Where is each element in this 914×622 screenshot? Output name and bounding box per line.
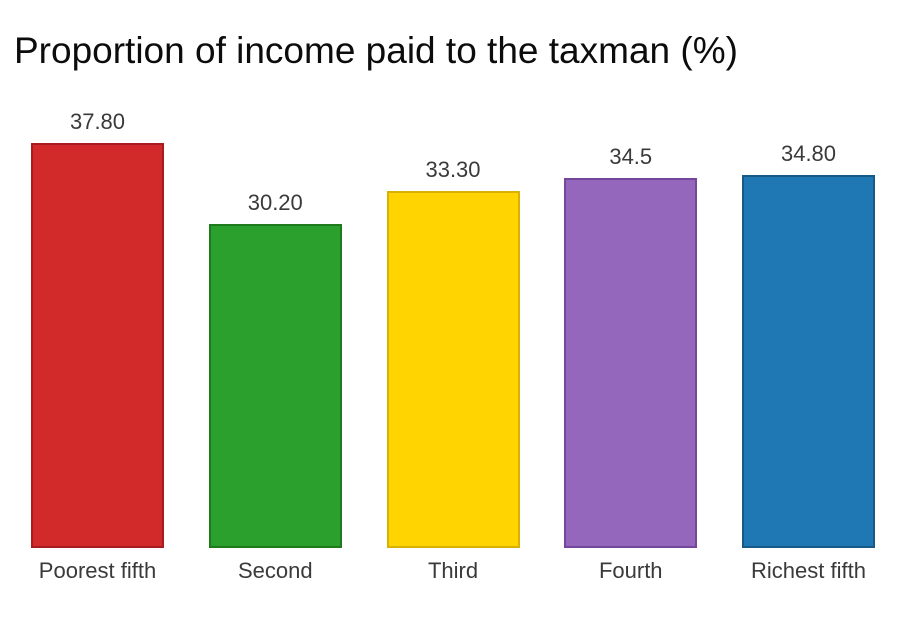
bar-value-label: 34.5 [609,143,653,169]
bar-value-label: 33.30 [425,156,481,182]
bar-value-label: 34.80 [780,140,837,166]
bar [31,143,164,548]
bar-group-3: 33.30 Third [386,100,520,584]
bar [386,191,520,548]
bar-value-label: 37.80 [69,108,126,134]
bar-group-2: 30.20 Second [208,100,342,584]
bar-category-label: Fourth [598,558,663,583]
bar [564,178,698,548]
bar-category-label: Poorest fifth [38,558,157,583]
bar-category-label: Richest fifth [751,558,866,583]
bar-group-4: 34.5 Fourth [564,100,698,584]
bar-category-label: Second [237,558,313,583]
bar-group-1: 37.80 Poorest fifth [31,100,164,584]
bar [208,224,342,548]
chart-title: Proportion of income paid to the taxman … [14,30,738,71]
plot-area: 37.80 Poorest fifth 30.20 Second 33.30 T… [31,100,875,584]
bar-group-5: 34.80 Richest fifth [742,100,875,584]
bar-category-label: Third [427,558,479,583]
bar-value-label: 30.20 [247,189,303,215]
bar [742,175,875,548]
